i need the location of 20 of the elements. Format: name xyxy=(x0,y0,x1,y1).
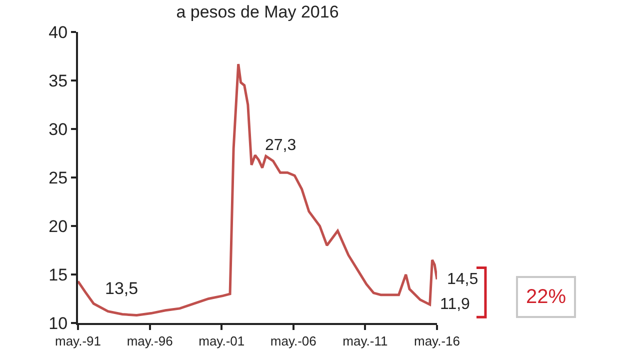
annotation: 13,5 xyxy=(105,279,138,298)
x-tick-label: may.-91 xyxy=(55,334,101,349)
x-tick-label: may.-11 xyxy=(342,334,388,349)
annotation: 27,3 xyxy=(265,137,296,154)
y-tick-label: 15 xyxy=(48,265,68,284)
text: 22% xyxy=(526,286,566,308)
x-tick-label: may.-06 xyxy=(270,334,316,349)
y-tick-label: 40 xyxy=(48,22,68,42)
line-series xyxy=(78,62,437,316)
y-tick-label: 20 xyxy=(48,216,68,236)
y-tick-label: 10 xyxy=(48,314,68,333)
annotation: 11,9 xyxy=(440,296,470,313)
annotation: 14,5 xyxy=(447,271,478,288)
y-tick-label: 25 xyxy=(48,168,68,188)
chart-title: a pesos de May 2016 xyxy=(176,2,339,22)
x-tick-label: may.-16 xyxy=(414,334,460,349)
y-tick-label: 35 xyxy=(48,71,68,90)
x-tick-label: may.-96 xyxy=(126,334,173,349)
y-tick-label: 30 xyxy=(48,120,68,139)
x-tick-label: may.-01 xyxy=(198,334,245,349)
